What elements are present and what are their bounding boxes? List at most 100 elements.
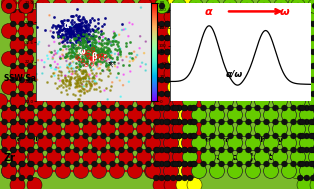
Point bbox=[58, 90, 63, 93]
Circle shape bbox=[297, 9, 312, 25]
Point bbox=[68, 47, 73, 50]
Point bbox=[67, 79, 72, 82]
Circle shape bbox=[83, 147, 89, 153]
Point bbox=[51, 72, 56, 75]
Point bbox=[66, 29, 71, 32]
Point bbox=[103, 59, 108, 62]
Circle shape bbox=[164, 108, 178, 122]
Circle shape bbox=[74, 3, 80, 9]
Circle shape bbox=[304, 161, 310, 167]
Point bbox=[131, 58, 136, 61]
Point bbox=[76, 25, 81, 28]
Point bbox=[83, 71, 88, 74]
Point bbox=[60, 21, 65, 24]
Circle shape bbox=[219, 119, 225, 125]
Circle shape bbox=[164, 7, 170, 13]
Point bbox=[78, 18, 83, 21]
Point bbox=[67, 56, 72, 59]
Point bbox=[95, 55, 100, 58]
Circle shape bbox=[10, 35, 16, 41]
Circle shape bbox=[137, 94, 151, 108]
Point bbox=[143, 69, 148, 72]
Point bbox=[74, 70, 79, 73]
Point bbox=[94, 81, 99, 84]
Circle shape bbox=[176, 21, 182, 27]
Circle shape bbox=[127, 119, 133, 125]
Circle shape bbox=[125, 3, 131, 9]
Circle shape bbox=[2, 23, 17, 39]
Point bbox=[74, 46, 79, 49]
Circle shape bbox=[19, 161, 25, 167]
Point bbox=[75, 82, 80, 85]
Circle shape bbox=[273, 147, 279, 153]
Circle shape bbox=[263, 147, 269, 153]
Circle shape bbox=[310, 133, 314, 139]
Circle shape bbox=[164, 161, 170, 167]
Point bbox=[115, 66, 120, 69]
Point bbox=[73, 37, 78, 40]
Point bbox=[74, 24, 79, 27]
Text: fcc: fcc bbox=[110, 61, 117, 66]
Circle shape bbox=[46, 105, 52, 111]
Point bbox=[48, 51, 53, 54]
Point bbox=[97, 47, 102, 50]
Text: ω: ω bbox=[78, 47, 85, 56]
Point bbox=[60, 38, 65, 41]
Circle shape bbox=[167, 108, 182, 122]
Point bbox=[42, 29, 47, 32]
Point bbox=[59, 29, 64, 32]
Circle shape bbox=[27, 66, 42, 81]
Circle shape bbox=[236, 122, 252, 136]
Point bbox=[117, 49, 122, 52]
Circle shape bbox=[153, 49, 159, 55]
Point bbox=[95, 21, 100, 24]
Point bbox=[105, 38, 110, 41]
Point bbox=[85, 38, 90, 41]
Circle shape bbox=[192, 147, 198, 153]
Point bbox=[98, 57, 103, 60]
Point bbox=[89, 46, 94, 50]
Circle shape bbox=[187, 37, 202, 53]
Point bbox=[102, 55, 107, 58]
Point bbox=[88, 84, 93, 87]
Point bbox=[66, 75, 71, 78]
Circle shape bbox=[273, 0, 289, 13]
Point bbox=[79, 20, 84, 23]
Circle shape bbox=[192, 119, 198, 125]
Point bbox=[99, 38, 104, 41]
Point bbox=[119, 23, 124, 26]
Point bbox=[78, 64, 84, 67]
Point bbox=[96, 26, 101, 29]
Circle shape bbox=[10, 147, 16, 153]
Point bbox=[75, 84, 80, 87]
Circle shape bbox=[145, 136, 160, 150]
Point bbox=[95, 43, 100, 46]
Point bbox=[123, 41, 128, 44]
Point bbox=[63, 75, 68, 78]
Circle shape bbox=[172, 147, 178, 153]
Point bbox=[88, 35, 93, 38]
Circle shape bbox=[29, 133, 35, 139]
Point bbox=[96, 51, 101, 54]
Point bbox=[109, 84, 114, 87]
Circle shape bbox=[19, 0, 34, 13]
Point bbox=[99, 29, 104, 32]
Point bbox=[110, 39, 115, 42]
Circle shape bbox=[19, 108, 35, 122]
Point bbox=[57, 25, 62, 28]
Point bbox=[84, 30, 89, 33]
Point bbox=[115, 55, 120, 58]
Point bbox=[120, 29, 125, 32]
Point bbox=[93, 61, 98, 64]
Point bbox=[69, 66, 74, 69]
Circle shape bbox=[165, 63, 171, 69]
Circle shape bbox=[154, 133, 160, 139]
Point bbox=[109, 57, 114, 60]
Circle shape bbox=[164, 37, 179, 53]
Point bbox=[73, 24, 78, 27]
Circle shape bbox=[19, 51, 34, 67]
Point bbox=[68, 51, 73, 54]
Point bbox=[57, 42, 62, 45]
Point bbox=[78, 81, 84, 84]
Point bbox=[83, 46, 88, 49]
